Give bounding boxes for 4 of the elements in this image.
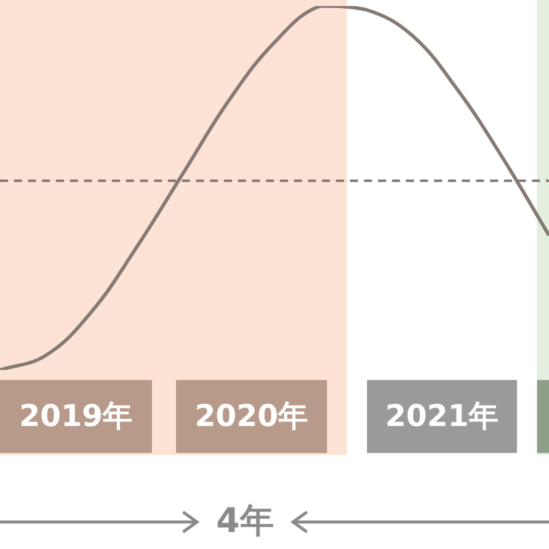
text: 2020年 (176, 380, 327, 453)
text: 2021年 (367, 380, 517, 453)
text: 2019年 (0, 380, 152, 453)
text: 4年 (205, 498, 285, 544)
